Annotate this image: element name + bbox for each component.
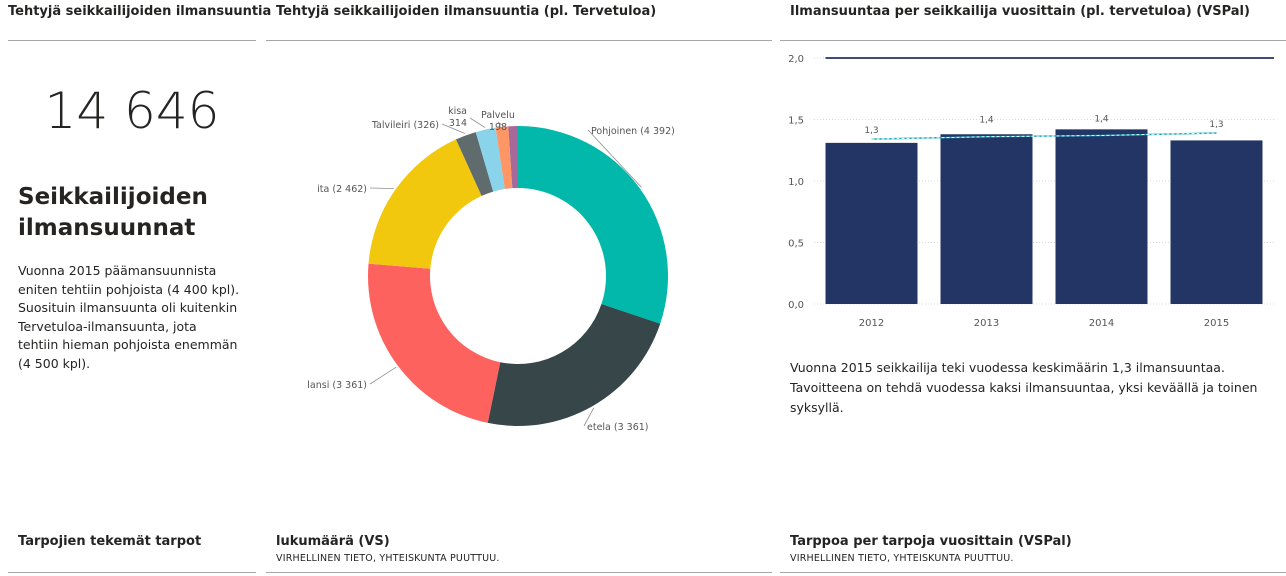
donut-leader-line xyxy=(441,123,466,134)
bar-section-title: Ilmansuuntaa per seikkailija vuosittain … xyxy=(790,4,1250,19)
donut-leader-line xyxy=(587,129,642,188)
kpi-value: 14 646 xyxy=(44,82,220,140)
bar-x-tick-label: 2015 xyxy=(1204,318,1229,329)
donut-slice-label: Palvelu 198 xyxy=(481,110,515,133)
donut-slice-label: kisa 314 xyxy=(448,106,467,129)
bottom-mid-title: lukumäärä (VS) xyxy=(276,534,390,549)
bar[interactable] xyxy=(825,142,918,304)
bar[interactable] xyxy=(940,134,1033,304)
bar-x-tick-label: 2013 xyxy=(974,318,999,329)
donut-slice[interactable] xyxy=(368,139,482,269)
bottom-right-rule xyxy=(780,572,1286,573)
donut-slice[interactable] xyxy=(487,304,661,426)
donut-slice[interactable] xyxy=(455,132,494,196)
bar-trend-line-dash xyxy=(871,132,1217,140)
bar-y-tick-label: 1,5 xyxy=(788,116,804,127)
donut-chart: Pohjoinen (4 392) etela (3 361) lansi (3 3… xyxy=(307,106,675,433)
donut-leader-line xyxy=(497,121,502,126)
donut-slice[interactable] xyxy=(367,263,501,423)
donut-slice[interactable] xyxy=(508,126,518,189)
bar-value-label: 1,3 xyxy=(864,126,878,136)
donut-leader-line xyxy=(469,117,486,128)
bar-y-tick-label: 2,0 xyxy=(788,54,804,65)
donut-slice[interactable] xyxy=(475,127,505,192)
kpi-section-title: Tehtyjä seikkailijoiden ilmansuuntia xyxy=(8,4,272,19)
bottom-right-title: Tarppoa per tarpoja vuosittain (VSPal) xyxy=(790,534,1072,549)
bottom-left-title: Tarpojien tekemät tarpot xyxy=(18,534,202,549)
donut-slice[interactable] xyxy=(495,126,513,189)
kpi-heading: Seikkailijoiden ilmansuunnat xyxy=(18,184,208,241)
bar-value-label: 1,4 xyxy=(1094,114,1109,124)
donut-slice-label: lansi (3 361) xyxy=(307,380,367,391)
bar-chart: 0,0 0,5 1,0 1,5 2,0 2012 2013 2014 2015 1,3 1,4 1,4… xyxy=(788,54,1274,329)
bar-chart-note: Vuonna 2015 seikkailija teki vuodessa ke… xyxy=(790,360,1258,415)
bar-title-rule xyxy=(780,40,1286,41)
donut-section-title: Tehtyjä seikkailijoiden ilmansuuntia (pl… xyxy=(276,4,657,19)
donut-slice-label: etela (3 361) xyxy=(587,422,649,433)
bottom-left-rule xyxy=(8,572,256,573)
donut-title-rule xyxy=(266,40,772,41)
bottom-right-note: VIRHELLINEN TIETO, YHTEISKUNTA PUUTTUU. xyxy=(790,553,1014,564)
donut-slice-label: Talvileiri (326) xyxy=(371,120,439,131)
donut-leader-line xyxy=(369,366,397,385)
donut-slice-label: Pohjoinen (4 392) xyxy=(591,126,675,137)
bar-y-tick-label: 0,5 xyxy=(788,239,804,250)
donut-slice[interactable] xyxy=(518,126,668,324)
bar-value-label: 1,3 xyxy=(1209,120,1223,130)
kpi-title-rule xyxy=(8,40,256,41)
bar-x-tick-label: 2014 xyxy=(1089,318,1114,329)
bar-x-tick-label: 2012 xyxy=(859,318,884,329)
bar[interactable] xyxy=(1055,129,1148,304)
donut-leader-line xyxy=(583,407,595,427)
bottom-mid-rule xyxy=(266,572,772,573)
bottom-mid-note: VIRHELLINEN TIETO, YHTEISKUNTA PUUTTUU. xyxy=(276,553,500,564)
bar[interactable] xyxy=(1170,140,1263,304)
bar-y-tick-label: 1,0 xyxy=(788,177,804,188)
kpi-description: Vuonna 2015 päämansuunnista eniten tehti… xyxy=(18,263,240,371)
donut-slice-label: ita (2 462) xyxy=(317,184,367,195)
bar-value-label: 1,4 xyxy=(979,116,994,126)
bar-y-tick-label: 0,0 xyxy=(788,300,804,311)
